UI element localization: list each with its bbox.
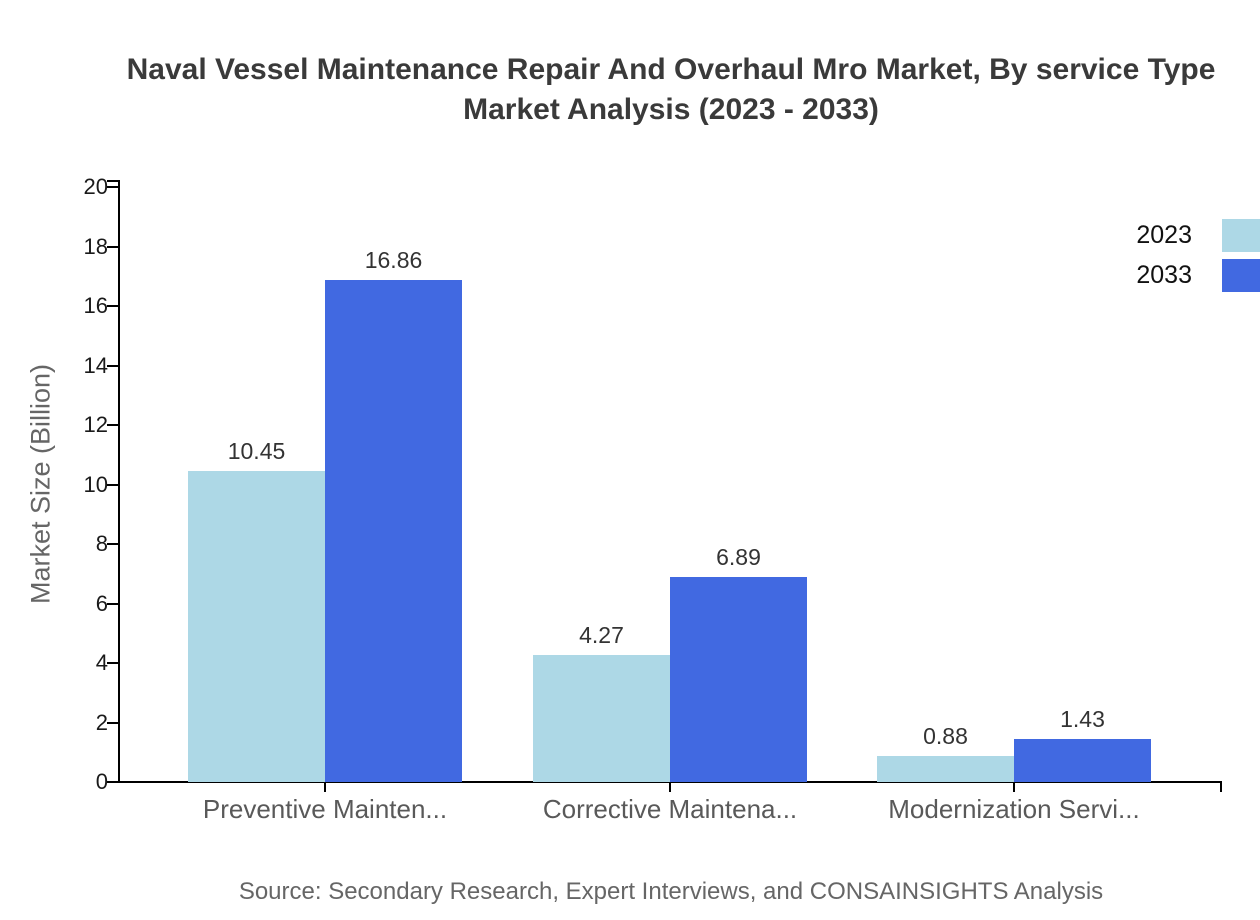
y-tick-mark [107,722,118,724]
bar-2033-2 [670,577,807,782]
page-title-line2: Market Analysis (2023 - 2033) [463,93,879,126]
y-tick-label: 2 [95,710,108,735]
y-axis-endcap-tick [107,180,118,182]
source-text: Source: Secondary Research, Expert Inter… [238,878,1104,905]
y-tick-label: 4 [95,650,108,675]
y-tick-label: 6 [95,591,108,616]
category-label: Modernization Servi... [888,794,1140,824]
bar-2023-1 [188,471,325,782]
x-axis-line [118,781,1222,783]
y-tick-label: 8 [95,531,108,556]
y-tick-label: 0 [95,769,108,794]
legend-item-2023: 2023 [1136,219,1260,252]
y-tick-mark [107,603,118,605]
y-tick-label: 10 [83,472,108,497]
y-tick-mark [107,365,118,367]
category-label: Corrective Maintena... [542,794,798,824]
legend-swatch-2033 [1222,259,1260,292]
bar-value-label: 4.27 [579,622,624,648]
y-tick-mark [107,424,118,426]
y-tick-mark [107,484,118,486]
x-tick-mark [1013,783,1015,792]
y-tick-mark [107,543,118,545]
bar-value-label: 16.86 [364,247,423,273]
bar-2023-3 [877,756,1014,782]
bar-value-label: 0.88 [923,723,968,749]
y-tick-mark [107,781,118,783]
legend-swatch-2023 [1222,219,1260,252]
legend-label-2033: 2033 [1136,261,1192,289]
x-tick-mark [324,783,326,792]
y-tick-mark [107,305,118,307]
bar-value-label: 10.45 [227,438,286,464]
legend-item-2033: 2033 [1136,259,1260,292]
page-title: Naval Vessel Maintenance Repair And Over… [82,50,1260,130]
y-tick-label: 18 [83,234,108,259]
bar-2033-1 [325,280,462,782]
y-tick-label: 14 [83,353,108,378]
bar-2033-3 [1014,739,1151,782]
y-tick-label: 20 [83,174,108,199]
y-tick-mark [107,246,118,248]
category-label: Preventive Mainten... [202,794,448,824]
y-tick-label: 12 [83,412,108,437]
y-tick-mark [107,186,118,188]
bar-value-label: 1.43 [1060,706,1105,732]
legend: 2023 2033 [1136,219,1260,299]
y-tick-mark [107,662,118,664]
y-tick-label: 16 [83,293,108,318]
bar-2023-2 [533,655,670,782]
y-axis-line [118,180,120,783]
bar-value-label: 6.89 [716,544,761,570]
legend-label-2023: 2023 [1136,221,1192,249]
page-title-line1: Naval Vessel Maintenance Repair And Over… [126,53,1216,86]
x-axis-endcap-tick [1220,783,1222,792]
x-tick-mark [669,783,671,792]
